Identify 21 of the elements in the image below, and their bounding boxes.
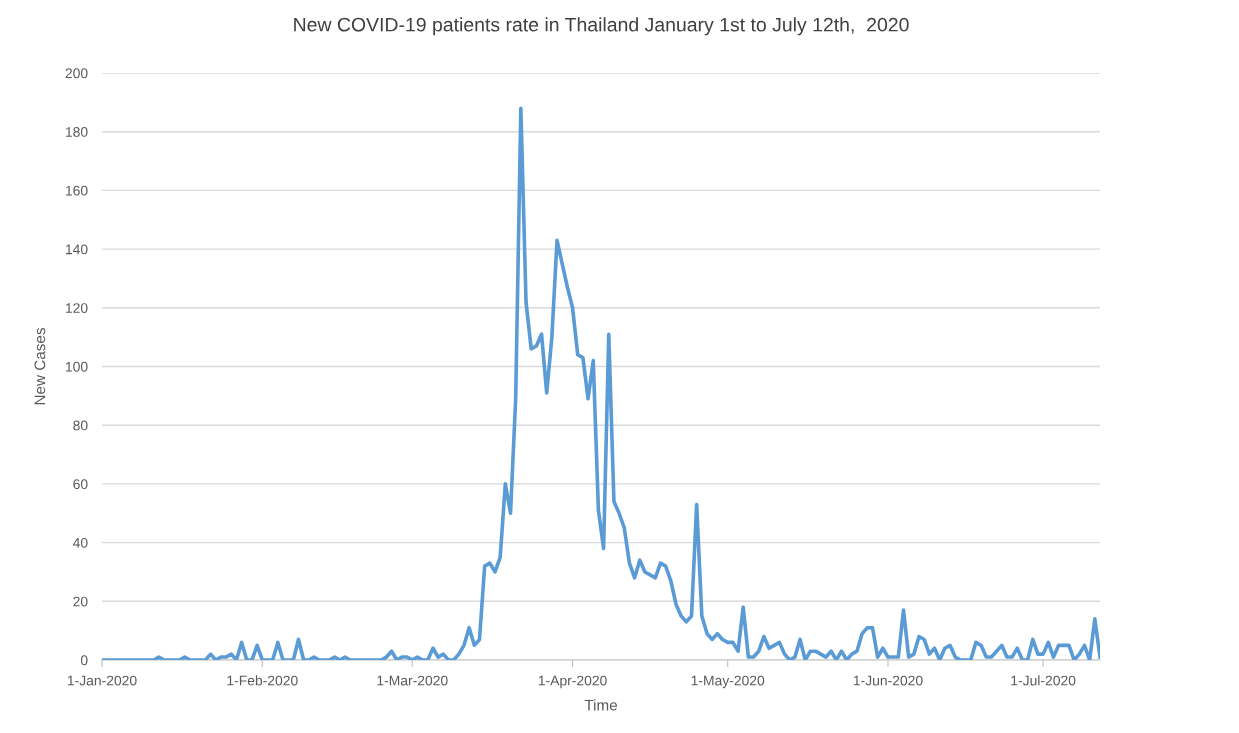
x-tick-label: 1-Apr-2020 xyxy=(538,675,607,689)
y-tick-label: 180 xyxy=(66,127,88,137)
y-tick-label: 80 xyxy=(73,420,88,431)
x-tick-label: 1-Mar-2020 xyxy=(377,675,448,686)
x-tick-label: 1-Jan-2020 xyxy=(67,675,137,686)
x-tick-label: 1-Jun-2020 xyxy=(853,675,923,686)
x-tick-label: 1-May-2020 xyxy=(691,675,765,689)
y-tick-label: 200 xyxy=(65,68,88,79)
y-tick-label: 120 xyxy=(66,303,88,313)
y-tick-label: 20 xyxy=(73,596,88,607)
y-tick-label: 140 xyxy=(66,244,88,255)
x-tick-label: 1-Feb-2020 xyxy=(227,675,298,686)
x-axis-title: Time xyxy=(584,699,618,711)
y-tick-label: 0 xyxy=(80,655,88,666)
y-axis-title: New Cases xyxy=(34,327,46,405)
y-tick-label: 40 xyxy=(72,537,88,548)
chart-title: New COVID-19 patients rate in Thailand January 1st to July 12th, 2020 xyxy=(294,17,909,36)
y-tick-label: 160 xyxy=(66,185,88,196)
y-tick-label: 100 xyxy=(66,361,88,372)
x-tick-label: 1-Jul-2020 xyxy=(1011,675,1076,686)
y-tick-label: 60 xyxy=(73,479,88,490)
